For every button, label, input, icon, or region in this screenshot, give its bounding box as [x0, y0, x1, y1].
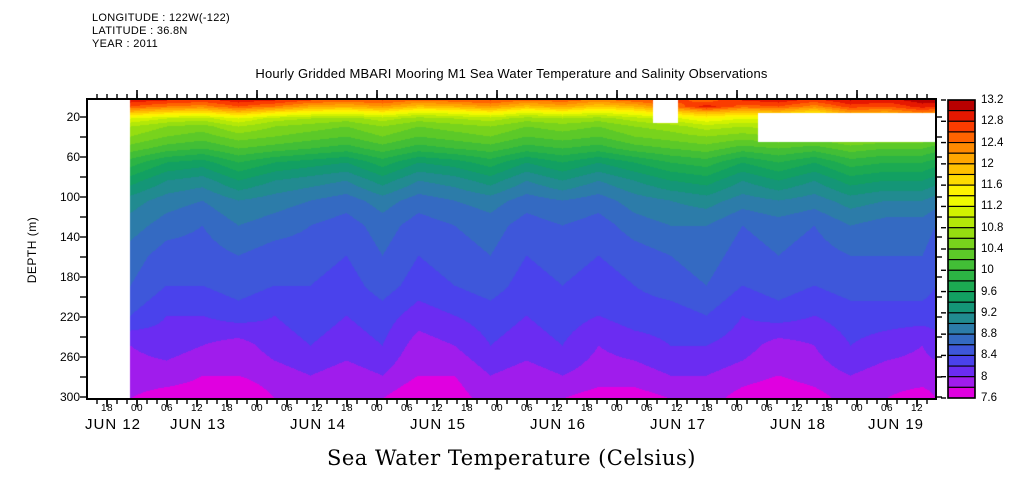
colorbar-cell	[947, 142, 976, 154]
colorbar-tick-label: 7.6	[981, 392, 997, 404]
hour-tick-label: 12	[430, 403, 444, 414]
hour-tick-label: 00	[850, 403, 864, 414]
date-tick-label: JUN 16	[529, 416, 587, 433]
colorbar-tick-label: 12.4	[981, 136, 1004, 149]
colorbar-tick-label: 10.4	[981, 243, 1004, 255]
colorbar-cell	[947, 99, 976, 112]
plot-frame	[86, 98, 937, 400]
date-tick-label: JUN 14	[289, 416, 347, 433]
colorbar-tick-label: 11.2	[981, 200, 1003, 213]
colorbar-cell	[947, 184, 976, 197]
date-tick-label: JUN 15	[409, 416, 467, 433]
colorbar-cell	[947, 248, 976, 261]
date-tick-label: JUN 17	[649, 416, 707, 433]
hour-tick-label: 06	[280, 403, 294, 414]
colorbar-frame	[947, 99, 976, 399]
depth-tick-label: 60	[66, 150, 80, 164]
depth-tick-label: 180	[59, 270, 80, 284]
date-tick-label: JUN 19	[867, 416, 925, 433]
colorbar-cell	[947, 386, 976, 399]
colorbar-cell	[947, 216, 976, 229]
depth-tick-label: 100	[59, 190, 80, 204]
hour-tick-label: 12	[550, 403, 564, 414]
hour-tick-label: 12	[670, 403, 684, 414]
colorbar-cell	[947, 333, 976, 346]
meta-year: YEAR : 2011	[92, 38, 159, 50]
depth-tick-label: 140	[59, 230, 80, 244]
hour-tick-label: 00	[730, 403, 744, 414]
hour-tick-label: 00	[490, 403, 504, 414]
hour-tick-label: 06	[760, 403, 774, 414]
hour-tick-label: 18	[580, 403, 594, 414]
hour-tick-label: 00	[130, 403, 144, 414]
hour-tick-label: 18	[700, 403, 714, 414]
colorbar-tick-label: 9.6	[981, 285, 997, 298]
meta-latitude: LATITUDE : 36.8N	[92, 25, 188, 37]
colorbar-cell	[947, 344, 976, 356]
hour-tick-label: 00	[250, 403, 264, 414]
chart-title: Hourly Gridded MBARI Mooring M1 Sea Wate…	[255, 66, 768, 81]
hour-tick-label: 18	[340, 403, 354, 414]
hour-tick-label: 06	[880, 403, 894, 414]
colorbar-cell	[947, 227, 976, 239]
colorbar-cell	[947, 259, 976, 271]
colorbar-cell	[947, 173, 976, 186]
colorbar-tick-label: 8.8	[981, 328, 997, 341]
colorbar-cell	[947, 131, 976, 144]
colorbar-cell	[947, 354, 976, 367]
depth-tick-label: 260	[59, 350, 80, 364]
hour-tick-label: 12	[910, 403, 924, 414]
colorbar-tick-label: 11.6	[981, 179, 1003, 192]
colorbar-cell	[947, 269, 976, 282]
colorbar-cell	[947, 301, 976, 314]
bottom-axis-title: Sea Water Temperature (Celsius)	[326, 446, 696, 470]
depth-tick-label: 300	[59, 390, 80, 404]
hour-tick-label: 18	[820, 403, 834, 414]
hour-tick-label: 06	[520, 403, 534, 414]
hour-tick-label: 18	[100, 403, 114, 414]
date-tick-label: JUN 18	[769, 416, 827, 433]
depth-tick-label: 20	[66, 110, 80, 124]
date-tick-label: JUN 12	[84, 416, 142, 433]
hour-tick-label: 18	[460, 403, 474, 414]
colorbar-cell	[947, 291, 976, 303]
hour-tick-label: 00	[370, 403, 384, 414]
colorbar-cell	[947, 237, 976, 250]
colorbar-cell	[947, 280, 976, 293]
heatmap-canvas	[88, 100, 935, 398]
hour-tick-label: 06	[160, 403, 174, 414]
colorbar-cell	[947, 376, 976, 388]
colorbar-cell	[947, 110, 976, 122]
meta-longitude: LONGITUDE : 122W(-122)	[92, 12, 231, 24]
colorbar-cell	[947, 120, 976, 133]
colorbar-cell	[947, 205, 976, 218]
depth-tick-label: 220	[59, 310, 80, 324]
colorbar-tick-label: 12.8	[981, 115, 1004, 128]
colorbar-tick-label: 12	[981, 157, 994, 170]
colorbar-tick-label: 10	[981, 264, 994, 277]
hour-tick-label: 06	[640, 403, 654, 414]
hour-tick-label: 06	[400, 403, 414, 414]
colorbar-tick-label: 8	[981, 370, 988, 383]
hour-tick-label: 12	[310, 403, 324, 414]
colorbar-tick-label: 10.8	[981, 221, 1004, 234]
colorbar-cell	[947, 152, 976, 165]
colorbar-cell	[947, 195, 976, 207]
colorbar-cell	[947, 322, 976, 335]
hour-tick-label: 18	[220, 403, 234, 414]
colorbar-cell	[947, 312, 976, 325]
hour-tick-label: 12	[190, 403, 204, 414]
colorbar-tick-label: 13.2	[981, 94, 1004, 106]
colorbar-tick-label: 9.2	[981, 306, 997, 319]
colorbar-cell	[947, 365, 976, 378]
metadata-block: LONGITUDE : 122W(-122) LATITUDE : 36.8N …	[92, 12, 230, 51]
hour-tick-label: 12	[790, 403, 804, 414]
colorbar-cell	[947, 163, 976, 176]
date-tick-label: JUN 13	[169, 416, 227, 433]
hour-tick-label: 00	[610, 403, 624, 414]
colorbar-tick-label: 8.4	[981, 349, 997, 362]
